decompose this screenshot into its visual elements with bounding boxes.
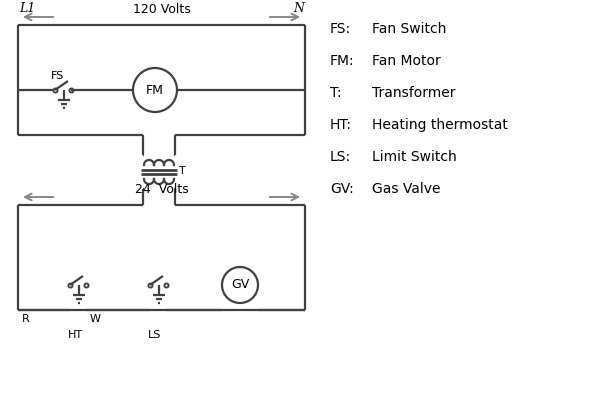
Text: FM:: FM: xyxy=(330,54,355,68)
Text: HT:: HT: xyxy=(330,118,352,132)
Text: LS:: LS: xyxy=(330,150,351,164)
Text: LS: LS xyxy=(148,330,162,340)
Text: Transformer: Transformer xyxy=(372,86,455,100)
Text: 120 Volts: 120 Volts xyxy=(133,3,191,16)
Text: W: W xyxy=(90,314,101,324)
Text: L1: L1 xyxy=(19,2,35,15)
Text: N: N xyxy=(293,2,304,15)
Text: Limit Switch: Limit Switch xyxy=(372,150,457,164)
Text: 24  Volts: 24 Volts xyxy=(135,183,188,196)
Text: Heating thermostat: Heating thermostat xyxy=(372,118,508,132)
Text: HT: HT xyxy=(67,330,83,340)
Text: T: T xyxy=(179,166,186,176)
Text: R: R xyxy=(22,314,30,324)
Text: FS: FS xyxy=(50,71,64,81)
Text: T:: T: xyxy=(330,86,342,100)
Text: Fan Switch: Fan Switch xyxy=(372,22,447,36)
Text: Gas Valve: Gas Valve xyxy=(372,182,441,196)
Text: GV: GV xyxy=(231,278,249,292)
Text: GV:: GV: xyxy=(330,182,354,196)
Text: FM: FM xyxy=(146,84,164,96)
Text: Fan Motor: Fan Motor xyxy=(372,54,441,68)
Text: FS:: FS: xyxy=(330,22,351,36)
